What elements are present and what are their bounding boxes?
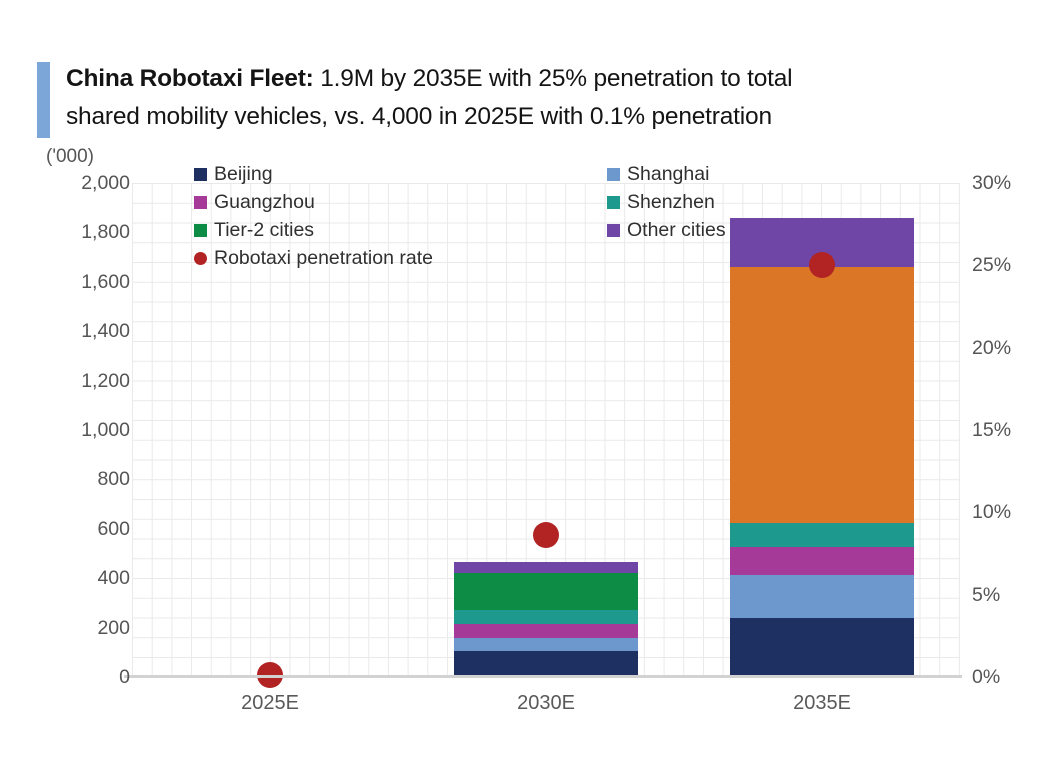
title-accent-bar — [37, 62, 50, 138]
right-axis-tick: 0% — [972, 666, 1001, 688]
legend-item-shenzhen: Shenzhen — [607, 190, 715, 214]
chart-title: China Robotaxi Fleet: 1.9M by 2035E with… — [66, 60, 976, 136]
right-axis-tick: 5% — [972, 583, 1001, 606]
legend-swatch-beijing-square-icon — [194, 167, 207, 181]
legend-label: Tier-2 cities — [214, 218, 315, 241]
legend-item-beijing: Beijing — [194, 162, 273, 186]
bar-segment-2035e-shenzhen — [730, 522, 914, 547]
bar-segment-2035e-shanghai — [730, 575, 914, 618]
legend-swatch-robotaxi-penetration-rate-dot-icon — [194, 251, 207, 265]
legend-item-robotaxi-penetration-rate: Robotaxi penetration rate — [194, 246, 433, 270]
y-axis-unit-label: ('000) — [46, 146, 94, 167]
legend-label: Robotaxi penetration rate — [214, 246, 433, 269]
right-axis-tick: 20% — [972, 336, 1012, 359]
bar-2035e — [730, 218, 914, 677]
left-axis-tick: 0 — [119, 666, 130, 688]
left-axis-tick: 800 — [97, 468, 130, 491]
legend-item-shanghai: Shanghai — [607, 162, 709, 186]
penetration-dot-2035e — [809, 252, 835, 279]
x-axis-label-2030e: 2030E — [517, 692, 575, 714]
left-axis-tick: 1,600 — [81, 270, 130, 293]
legend-label: Shenzhen — [627, 190, 715, 213]
left-axis-tick: 1,800 — [81, 221, 130, 244]
left-axis-tick: 2,000 — [81, 172, 130, 194]
bar-segment-2035e-tier-2-cities — [730, 266, 914, 523]
left-axis-tick: 600 — [97, 517, 130, 540]
right-axis-tick: 30% — [972, 172, 1012, 194]
legend-item-guangzhou: Guangzhou — [194, 190, 315, 214]
left-axis: 2,000 1,800 1,600 1,400 1,200 1,000 800 600 400 2… — [30, 172, 130, 688]
left-axis-tick: 400 — [97, 567, 130, 590]
right-axis-tick: 25% — [972, 254, 1012, 277]
chart-title-line1: 1.9M by 2035E with 25% penetration to to… — [313, 65, 793, 92]
left-axis-tick: 1,200 — [81, 369, 130, 392]
legend-label: Other cities — [627, 218, 726, 241]
legend-swatch-shenzhen-square-icon — [607, 195, 620, 209]
bar-segment-2030e-shanghai — [454, 637, 638, 652]
legend-swatch-shanghai-square-icon — [607, 167, 620, 181]
x-axis-baseline — [124, 675, 962, 678]
legend-label: Guangzhou — [214, 190, 315, 213]
right-axis-tick: 15% — [972, 419, 1012, 441]
legend-label: Beijing — [214, 162, 273, 185]
legend-swatch-other-cities-square-icon — [607, 223, 620, 237]
right-axis-tick: 10% — [972, 501, 1012, 524]
legend-item-tier-2-cities: Tier-2 cities — [194, 218, 314, 242]
left-axis-tick: 1,400 — [81, 320, 130, 343]
bar-segment-2030e-tier-2-cities — [454, 572, 638, 611]
x-axis-label-2025e: 2025E — [241, 692, 299, 714]
bar-segment-2035e-guangzhou — [730, 546, 914, 576]
legend-swatch-guangzhou-square-icon — [194, 195, 207, 209]
bar-segment-2030e-beijing — [454, 651, 638, 677]
left-axis-tick: 1,000 — [81, 419, 130, 441]
bar-segment-2030e-other-cities — [454, 561, 638, 573]
bar-segment-2030e-shenzhen — [454, 610, 638, 625]
penetration-dot-2030e — [533, 522, 559, 549]
legend-label: Shanghai — [627, 162, 710, 185]
left-axis-tick: 200 — [97, 616, 130, 639]
bar-segment-2035e-beijing — [730, 617, 914, 677]
x-axis-label-2035e: 2035E — [793, 692, 851, 714]
legend-swatch-tier-2-cities-square-icon — [194, 223, 207, 237]
chart-title-line2: shared mobility vehicles, vs. 4,000 in 2… — [66, 103, 772, 130]
legend-item-other-cities: Other cities — [607, 218, 726, 242]
bar-segment-2030e-guangzhou — [454, 624, 638, 638]
bar-2030e — [454, 561, 638, 677]
plot-area — [132, 183, 960, 689]
right-axis: 30% 25% 20% 15% 10% 5% 0% — [972, 172, 1042, 688]
chart-title-bold: China Robotaxi Fleet: — [66, 65, 314, 92]
